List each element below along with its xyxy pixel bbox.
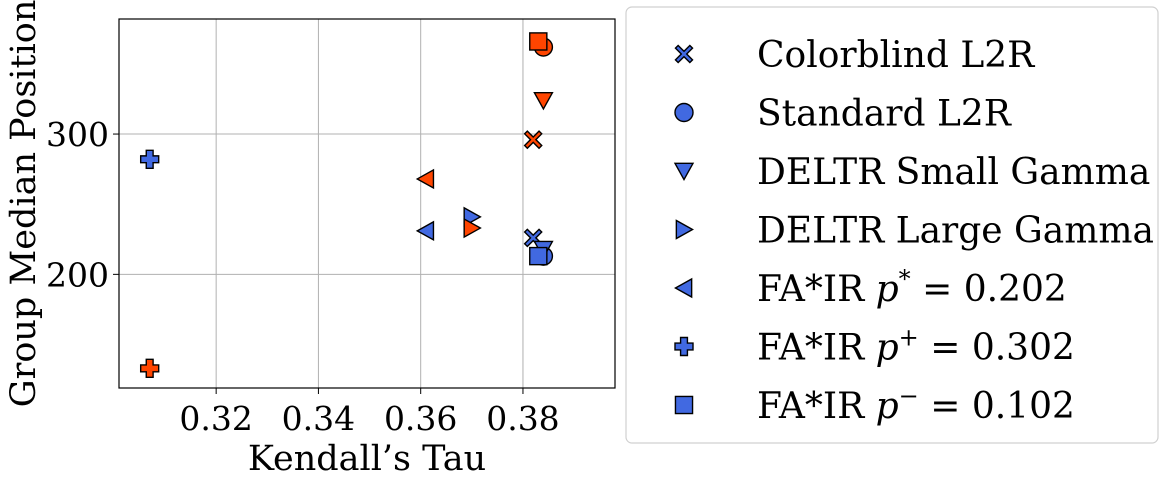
x-axis-ticks: 0.32 0.34 0.36 0.38	[179, 388, 560, 438]
legend-label-prefix: FA*IR	[757, 386, 876, 427]
triangle-down-point-orange	[533, 92, 554, 111]
legend-marker-triangle-left	[674, 277, 693, 299]
triangle-left-point-orange	[415, 168, 435, 190]
legend-label: DELTR Large Gamma	[757, 211, 1154, 252]
triangle-right-point-orange	[463, 217, 482, 239]
plot-frame	[118, 18, 616, 389]
legend-label-prefix: FA*IR	[757, 328, 876, 369]
x-tick-label: 0.38	[486, 399, 559, 438]
legend-box	[625, 6, 1159, 444]
plus-filled-point-blue	[139, 149, 160, 170]
legend-label: FA*IR p* = 0.202	[757, 265, 1067, 310]
legend-marker-circle	[674, 102, 694, 123]
legend-label: Standard L2R	[757, 94, 1012, 135]
legend-label-superscript: −	[899, 382, 919, 410]
x-tick-label: 0.32	[179, 399, 252, 438]
grid-lines	[119, 19, 615, 388]
legend-label: Colorblind L2R	[757, 35, 1035, 76]
legend-marker-triangle-right	[675, 219, 694, 240]
y-axis-ticks: 200 300	[46, 115, 119, 294]
legend-label: FA*IR p+ = 0.302	[757, 324, 1075, 369]
legend-label: DELTR Small Gamma	[757, 152, 1150, 193]
legend-label-superscript: *	[899, 265, 911, 293]
x-axis-label: Kendall’s Tau	[248, 439, 486, 479]
legend-label-superscript: +	[899, 324, 919, 352]
legend-marker-square	[674, 395, 694, 415]
legend-label-variable: p	[876, 269, 899, 310]
legend-label-suffix: = 0.202	[911, 269, 1067, 310]
data-points	[139, 32, 554, 379]
legend-marker-plus-filled	[674, 336, 694, 357]
legend-label-suffix: = 0.302	[919, 328, 1075, 369]
y-axis-label: Group Median Position	[4, 0, 44, 407]
legend-marker-x-filled	[674, 44, 694, 64]
square-point-orange	[529, 32, 548, 51]
square-point-blue	[529, 246, 548, 266]
legend-label-prefix: FA*IR	[757, 269, 876, 310]
legend-marker-triangle-down	[673, 162, 695, 181]
legend-label-variable: p	[876, 328, 899, 369]
x-tick-label: 0.34	[282, 399, 355, 438]
y-tick-label: 200	[46, 255, 109, 294]
y-tick-label: 300	[46, 115, 109, 154]
x-filled-point-orange	[523, 130, 543, 150]
legend-label: FA*IR p− = 0.102	[757, 382, 1075, 427]
triangle-left-point-blue	[415, 220, 435, 242]
plus-filled-point-orange	[139, 358, 160, 379]
legend: Colorblind L2R Standard L2R DELTR Small Ga…	[625, 6, 1159, 444]
legend-label-suffix: = 0.102	[919, 386, 1075, 427]
legend-label-variable: p	[876, 386, 899, 427]
x-tick-label: 0.36	[384, 399, 457, 438]
